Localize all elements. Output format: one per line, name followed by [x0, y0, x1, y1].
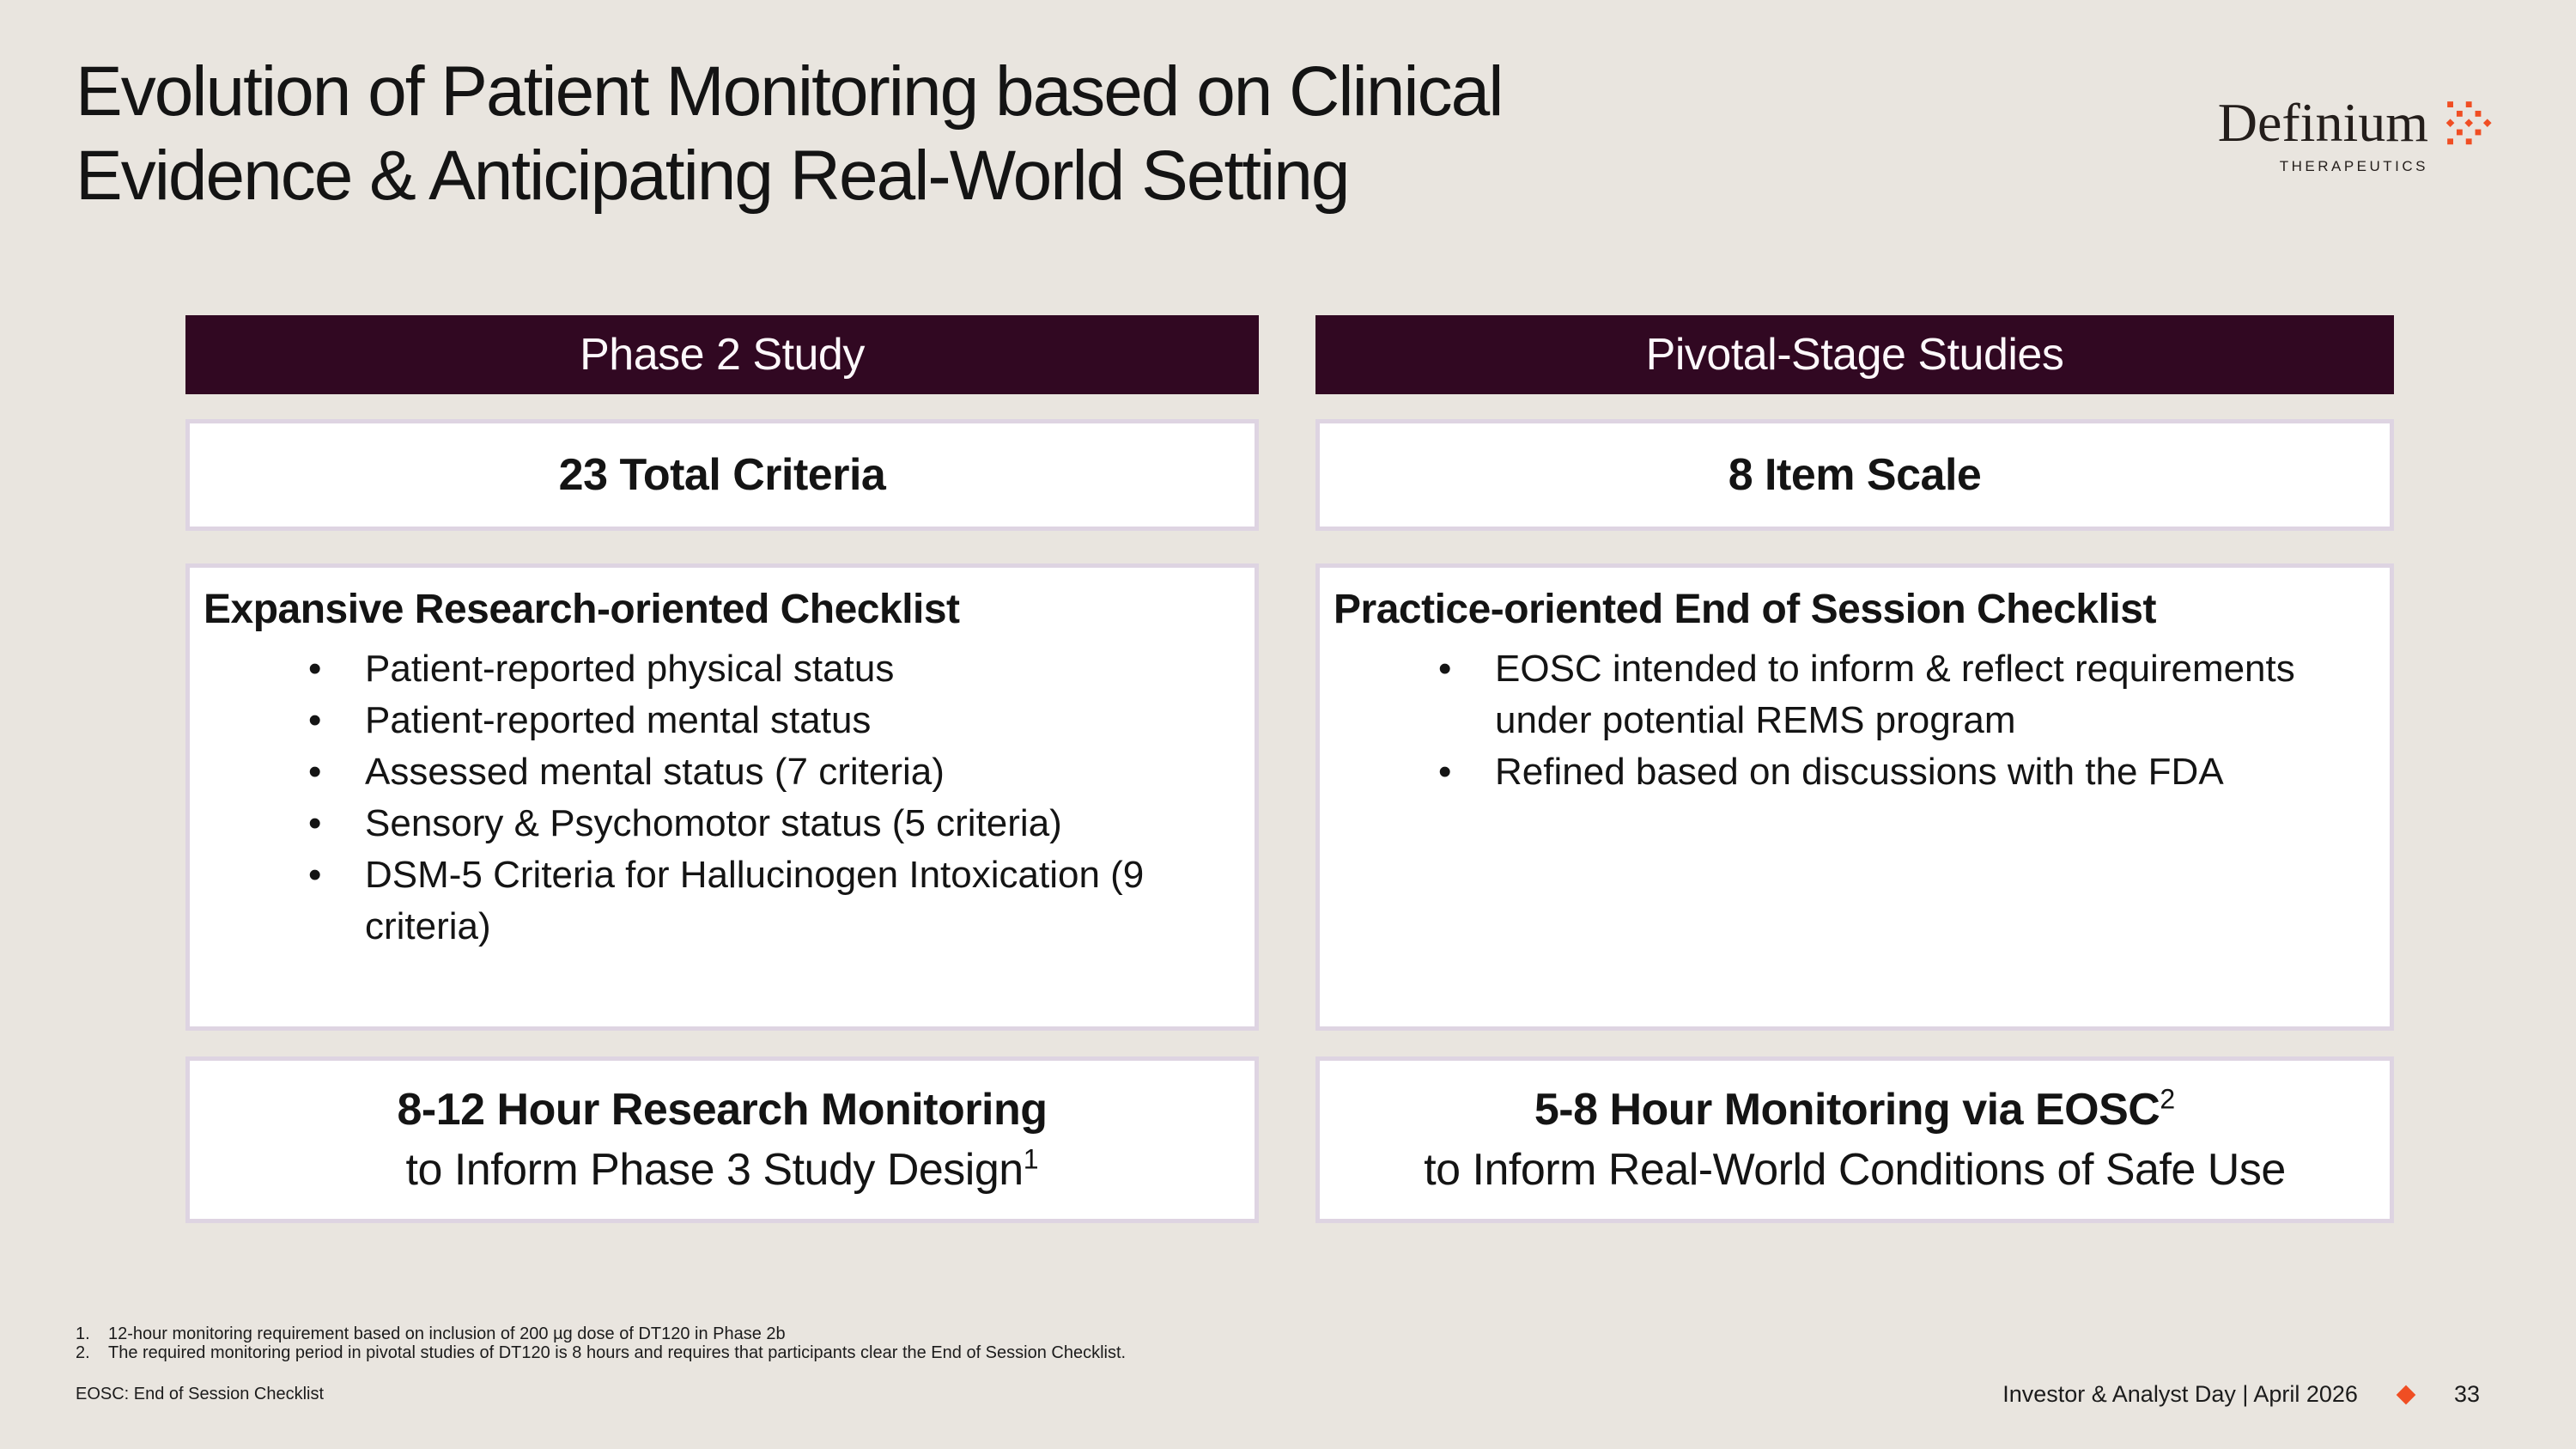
- column-header-pivotal: Pivotal-Stage Studies: [1315, 315, 2394, 394]
- list-item: Sensory & Psychomotor status (5 criteria…: [308, 798, 1230, 849]
- monitoring-box-phase-2: 8-12 Hour Research Monitoring to Inform …: [185, 1056, 1259, 1223]
- checklist-bullet-list: EOSC intended to inform & reflect requir…: [1334, 643, 2366, 798]
- checklist-title: Practice-oriented End of Session Checkli…: [1334, 587, 2156, 632]
- column-header-phase-2: Phase 2 Study: [185, 315, 1259, 394]
- summary-box-total-criteria: 23 Total Criteria: [185, 419, 1259, 531]
- company-subtitle: THERAPEUTICS: [2279, 158, 2428, 174]
- list-item: Assessed mental status (7 criteria): [308, 746, 1230, 798]
- monitoring-box-pivotal: 5-8 Hour Monitoring via EOSC2 to Inform …: [1315, 1056, 2394, 1223]
- company-logo-text: Definium THERAPEUTICS: [2217, 92, 2428, 175]
- footnote-text: The required monitoring period in pivota…: [108, 1343, 1127, 1362]
- list-item: Patient-reported mental status: [308, 695, 1230, 746]
- monitoring-headline-text: 5-8 Hour Monitoring via EOSC: [1534, 1085, 2160, 1135]
- list-item: EOSC intended to inform & reflect requir…: [1438, 643, 2366, 746]
- monitoring-subline-text: to Inform Real-World Conditions of Safe …: [1424, 1145, 2286, 1195]
- diamond-icon: [2396, 1385, 2416, 1404]
- footnote-ref: 2: [2160, 1083, 2176, 1115]
- company-logo: Definium THERAPEUTICS: [2217, 92, 2492, 175]
- column-pivotal-stage-studies: Pivotal-Stage Studies 8 Item Scale Pract…: [1315, 315, 2394, 1226]
- footnote-1: 1. 12-hour monitoring requirement based …: [76, 1324, 1126, 1343]
- footnote-2: 2. The required monitoring period in piv…: [76, 1343, 1126, 1362]
- checklist-title: Expansive Research-oriented Checklist: [204, 587, 960, 632]
- monitoring-subline: to Inform Real-World Conditions of Safe …: [1424, 1140, 2286, 1200]
- list-item: DSM-5 Criteria for Hallucinogen Intoxica…: [308, 849, 1230, 953]
- slide-title-line2: Evidence & Anticipating Real-World Setti…: [76, 137, 1350, 215]
- monitoring-headline: 5-8 Hour Monitoring via EOSC2: [1534, 1080, 2175, 1140]
- checklist-bullet-list: Patient-reported physical status Patient…: [204, 643, 1230, 953]
- footnote-text: 12-hour monitoring requirement based on …: [108, 1324, 786, 1343]
- event-label: Investor & Analyst Day | April 2026: [2002, 1381, 2358, 1407]
- column-phase-2-study: Phase 2 Study 23 Total Criteria Expansiv…: [185, 315, 1259, 1226]
- slide-title-line1: Evolution of Patient Monitoring based on…: [76, 52, 1504, 131]
- monitoring-subline-text: to Inform Phase 3 Study Design: [405, 1145, 1024, 1195]
- checklist-box-phase-2: Expansive Research-oriented Checklist Pa…: [185, 563, 1259, 1031]
- summary-box-item-scale: 8 Item Scale: [1315, 419, 2394, 531]
- page-number: 33: [2453, 1381, 2480, 1407]
- footnote-number: 1.: [76, 1324, 90, 1343]
- monitoring-subline: to Inform Phase 3 Study Design1: [406, 1140, 1039, 1200]
- list-item: Refined based on discussions with the FD…: [1438, 746, 2366, 798]
- logo-dots-icon: [2445, 100, 2492, 150]
- monitoring-headline-text: 8-12 Hour Research Monitoring: [397, 1085, 1048, 1135]
- list-item: Patient-reported physical status: [308, 643, 1230, 695]
- abbreviation-note: EOSC: End of Session Checklist: [76, 1385, 325, 1403]
- slide-title: Evolution of Patient Monitoring based on…: [76, 50, 1504, 218]
- slide-footer: Investor & Analyst Day | April 2026 33: [2002, 1381, 2480, 1408]
- checklist-box-pivotal: Practice-oriented End of Session Checkli…: [1315, 563, 2394, 1031]
- monitoring-headline: 8-12 Hour Research Monitoring: [398, 1080, 1048, 1140]
- footnotes: 1. 12-hour monitoring requirement based …: [76, 1324, 1126, 1362]
- footnote-number: 2.: [76, 1343, 90, 1362]
- footnote-ref: 1: [1023, 1143, 1039, 1175]
- company-name: Definium: [2217, 92, 2428, 153]
